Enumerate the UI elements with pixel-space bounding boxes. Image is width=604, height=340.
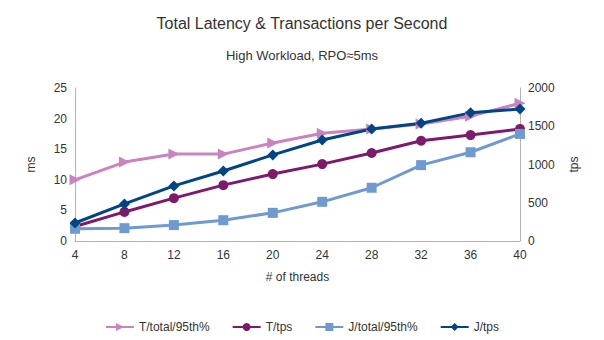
svg-text:15: 15 — [54, 142, 68, 156]
svg-text:500: 500 — [528, 196, 548, 210]
svg-text:12: 12 — [167, 248, 181, 262]
svg-text:20: 20 — [54, 112, 68, 126]
svg-text:40: 40 — [513, 248, 527, 262]
svg-text:T/total/95th%: T/total/95th% — [139, 320, 210, 334]
svg-text:1000: 1000 — [528, 158, 555, 172]
svg-text:16: 16 — [217, 248, 231, 262]
svg-text:tps: tps — [567, 156, 581, 172]
svg-text:2000: 2000 — [528, 81, 555, 95]
svg-text:25: 25 — [54, 81, 68, 95]
svg-text:J/total/95th%: J/total/95th% — [348, 320, 418, 334]
svg-text:0: 0 — [528, 234, 535, 248]
svg-text:28: 28 — [365, 248, 379, 262]
svg-text:4: 4 — [72, 248, 79, 262]
svg-text:ms: ms — [24, 157, 38, 173]
svg-text:10: 10 — [54, 173, 68, 187]
svg-text:32: 32 — [414, 248, 428, 262]
svg-text:# of threads: # of threads — [266, 270, 329, 284]
svg-text:24: 24 — [316, 248, 330, 262]
svg-text:T/tps: T/tps — [266, 320, 293, 334]
svg-text:Total Latency & Transactions p: Total Latency & Transactions per Second — [157, 15, 448, 32]
svg-text:0: 0 — [60, 234, 67, 248]
svg-text:20: 20 — [266, 248, 280, 262]
svg-text:36: 36 — [464, 248, 478, 262]
svg-text:J/tps: J/tps — [474, 320, 499, 334]
svg-text:High Workload, RPO≈5ms: High Workload, RPO≈5ms — [226, 48, 379, 63]
svg-text:5: 5 — [60, 203, 67, 217]
svg-text:1500: 1500 — [528, 119, 555, 133]
svg-text:8: 8 — [121, 248, 128, 262]
